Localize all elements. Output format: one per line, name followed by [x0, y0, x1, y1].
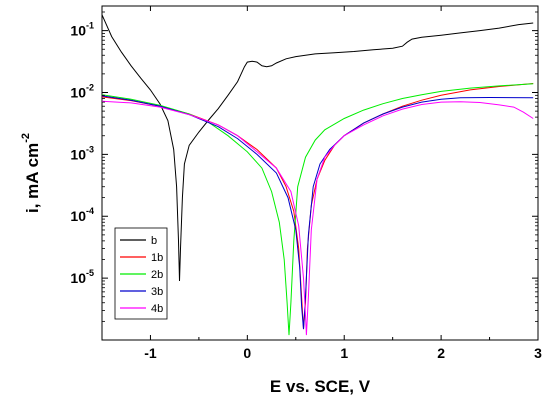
x-tick-label: -1: [144, 345, 157, 361]
legend-label-3b: 3b: [151, 286, 163, 298]
y-tick-label: 10-2: [70, 82, 94, 100]
ticks-layer: -1 0 1 2 3 10-1 10-2 10-3 10-4 10-5: [70, 6, 542, 361]
series-line-b: [101, 14, 534, 282]
legend: b 1b 2b 3b 4b: [114, 227, 168, 320]
y-axis-title-superscript: -2: [20, 133, 32, 143]
y-tick-label: 10-5: [70, 268, 94, 286]
legend-label-1b: 1b: [151, 252, 163, 264]
series-line-3b: [101, 95, 534, 330]
x-axis-title: E vs. SCE, V: [270, 377, 371, 396]
legend-label-b: b: [151, 235, 157, 247]
y-tick-label: 10-1: [70, 21, 94, 39]
x-tick-label: 3: [534, 345, 542, 361]
y-axis-title: i, mA cm-2: [20, 133, 42, 213]
legend-label-2b: 2b: [151, 269, 163, 281]
x-tick-label: 0: [243, 345, 251, 361]
y-tick-label: 10-3: [70, 144, 94, 162]
series-layer: [101, 14, 534, 336]
series-line-4b: [101, 100, 534, 336]
x-tick-label: 1: [340, 345, 348, 361]
series-line-2b: [101, 83, 534, 336]
y-tick-label: 10-4: [70, 206, 94, 224]
y-axis-title-main: i, mA cm: [23, 143, 42, 213]
legend-label-4b: 4b: [151, 303, 163, 315]
x-tick-label: 2: [437, 345, 445, 361]
